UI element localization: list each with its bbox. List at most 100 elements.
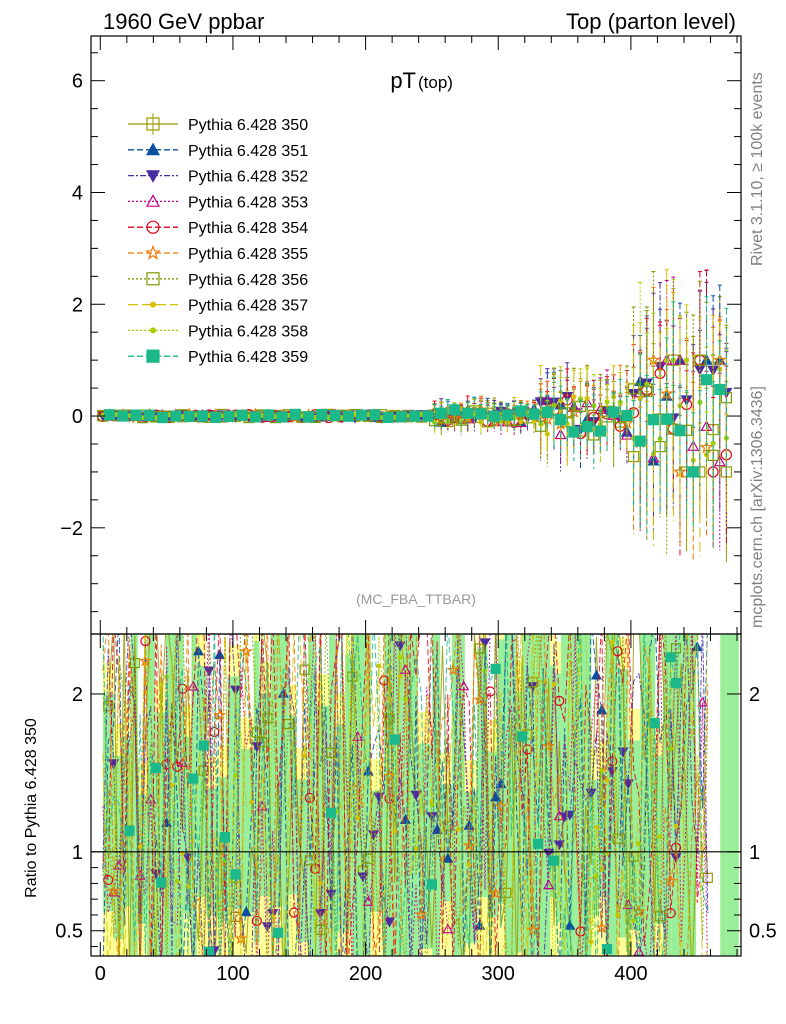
ratio-line	[102, 634, 709, 956]
uncertainty-band	[681, 634, 697, 956]
data-point	[356, 409, 368, 421]
legend-entry: Pythia 6.428 352	[128, 169, 308, 186]
data-point	[263, 409, 275, 421]
data-point	[316, 408, 328, 421]
ratio-point	[542, 739, 556, 752]
ratio-point	[649, 718, 660, 729]
x-tick-label: 200	[349, 963, 382, 985]
mcplots-label: mcplots.cern.ch [arXiv:1306.3436]	[749, 386, 766, 628]
data-point	[369, 409, 381, 421]
data-point	[518, 419, 524, 425]
uncertainty-band	[535, 634, 551, 956]
ratio-line	[102, 634, 708, 956]
data-point	[515, 405, 527, 417]
legend-marker	[146, 117, 160, 131]
ratio-point	[473, 693, 487, 706]
ratio-point	[526, 923, 540, 936]
uncertainty-band	[296, 779, 309, 942]
data-point	[634, 435, 646, 447]
data-point	[382, 411, 394, 424]
data-point	[594, 425, 606, 437]
uncertainty-band	[288, 715, 297, 895]
ratio-point	[262, 713, 273, 724]
analysis-label: (MC_FBA_TTBAR)	[356, 591, 476, 607]
ratio-point	[399, 663, 411, 674]
ratio-point	[474, 643, 485, 654]
uncertainty-band	[102, 694, 115, 912]
data-point	[143, 409, 155, 421]
series-358	[100, 279, 730, 532]
data-point	[475, 408, 487, 420]
uncertainty-band	[440, 784, 452, 902]
uncertainty-band	[504, 634, 516, 956]
legend-entry: Pythia 6.428 358	[128, 323, 308, 340]
uncertainty-band	[227, 676, 241, 909]
data-point	[604, 399, 610, 405]
data-point	[581, 421, 593, 433]
uncertainty-band	[726, 634, 739, 956]
uncertainty-band	[606, 634, 618, 956]
x-tick-label: 100	[216, 963, 249, 985]
data-point	[329, 410, 341, 422]
legend-marker	[146, 220, 160, 234]
data-point	[462, 407, 474, 419]
ratio-plot-content	[91, 634, 741, 956]
data-point	[674, 425, 686, 437]
uncertainty-band	[655, 755, 663, 924]
legend-label: Pythia 6.428 359	[188, 349, 308, 366]
data-point	[568, 426, 580, 438]
data-point	[196, 410, 209, 422]
legend-marker	[145, 244, 161, 260]
uncertainty-band	[130, 634, 138, 956]
uncertainty-band	[282, 634, 289, 956]
data-point	[700, 374, 713, 386]
legend: Pythia 6.428 350 Pythia 6.428 351 Pythia 6…	[128, 113, 308, 366]
uncertainty-band	[550, 665, 556, 898]
data-point	[435, 407, 447, 419]
data-point	[554, 414, 567, 426]
data-point	[103, 409, 116, 421]
series-352	[96, 281, 733, 531]
data-point	[223, 410, 235, 422]
data-point	[236, 409, 248, 421]
data-point	[571, 394, 577, 400]
legend-label: Pythia 6.428 352	[188, 169, 308, 186]
uncertainty-band	[671, 634, 682, 956]
ratio-frame	[90, 633, 742, 957]
legend-label: Pythia 6.428 354	[188, 220, 308, 237]
legend-marker	[145, 194, 161, 207]
ratio-line	[102, 634, 709, 956]
uncertainty-band	[720, 634, 727, 956]
ratio-point	[251, 915, 262, 927]
ratio-y-tick-label-right: 0.5	[749, 921, 777, 943]
y-tick-label: 4	[72, 182, 83, 204]
legend-marker	[145, 170, 161, 183]
y-tick-label: −2	[60, 518, 83, 540]
main-title-main: pT	[390, 68, 416, 93]
ratio-y-tick-label-right: 2	[749, 684, 760, 706]
data-point	[422, 410, 434, 422]
ratio-point	[251, 727, 262, 738]
main-panel: −2 0 2 4 6 pT (top) (MC_FBA_TTBAR) Pythia 6.…	[60, 35, 742, 635]
ratio-y-axis: 0.5 0.5 1 1 2 2	[55, 684, 777, 948]
uncertainty-band	[183, 736, 192, 913]
legend-label: Pythia 6.428 351	[188, 143, 308, 160]
y-tick-label: 0	[72, 406, 83, 428]
ratio-y-label: Ratio to Pythia 6.428 350	[23, 718, 40, 898]
data-point	[621, 410, 633, 422]
data-point	[714, 383, 726, 396]
legend-entry: Pythia 6.428 351	[128, 142, 308, 160]
ratio-y-tick-label: 1	[72, 842, 83, 864]
rivet-label: Rivet 3.1.10, ≥ 100k events	[749, 72, 766, 266]
ratio-panel: 0.5 0.5 1 1 2 2 0 100 200 300 400 Ratio to Pythia…	[23, 36, 777, 985]
ratio-point	[632, 904, 646, 918]
x-tick-label: 0	[95, 963, 106, 985]
y-tick-label: 2	[72, 294, 83, 316]
uncertainty-band	[155, 712, 166, 956]
legend-entry: Pythia 6.428 356	[128, 272, 308, 289]
uncertainty-band	[165, 634, 172, 956]
legend-label: Pythia 6.428 358	[188, 323, 308, 340]
ratio-point	[187, 680, 199, 691]
data-point	[687, 466, 699, 478]
